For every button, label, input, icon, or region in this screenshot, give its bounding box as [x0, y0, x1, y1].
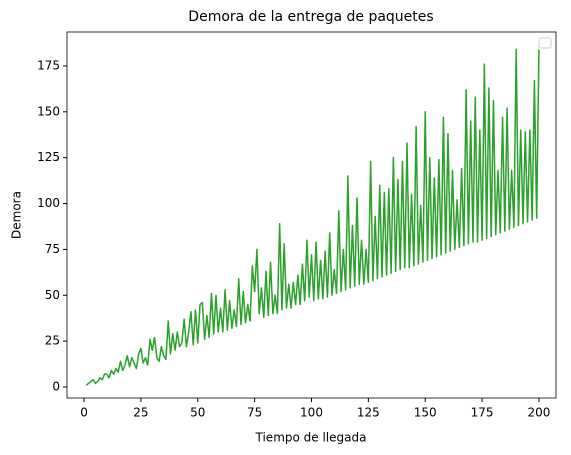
legend-box: [538, 37, 552, 49]
x-tick-label: 75: [247, 406, 262, 420]
x-tick-label: 150: [414, 406, 437, 420]
x-tick-label: 25: [133, 406, 148, 420]
y-tick-label: 25: [45, 334, 60, 348]
x-tick-label: 100: [300, 406, 323, 420]
x-tick-label: 200: [527, 406, 550, 420]
y-tick-label: 175: [37, 58, 60, 72]
x-tick-label: 50: [190, 406, 205, 420]
y-axis-label: Demora: [10, 191, 24, 239]
line-series: [85, 48, 540, 386]
y-tick-label: 50: [45, 288, 60, 302]
y-tick-label: 75: [45, 242, 60, 256]
x-tick-label: 0: [80, 406, 88, 420]
x-axis-label: Tiempo de llegada: [255, 431, 367, 445]
y-tick-label: 150: [37, 104, 60, 118]
plot-frame: [66, 31, 557, 399]
chart-title: Demora de la entrega de paquetes: [188, 9, 433, 25]
x-tick-label: 125: [357, 406, 380, 420]
y-tick-label: 125: [37, 150, 60, 164]
y-tick-label: 100: [37, 196, 60, 210]
y-tick-label: 0: [52, 379, 60, 393]
x-tick-label: 175: [471, 406, 494, 420]
